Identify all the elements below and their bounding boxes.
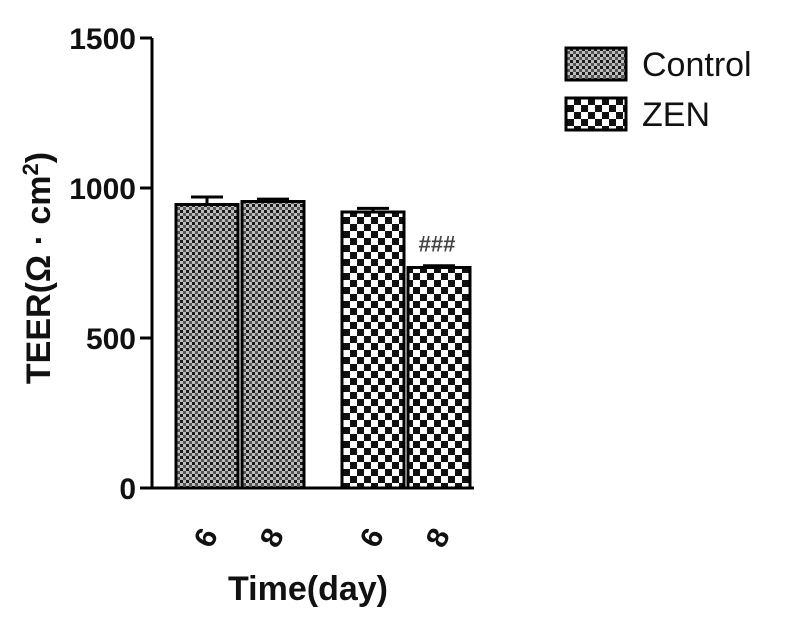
x-tick-label-control-day6: 6 — [188, 523, 225, 552]
legend-swatch-control — [564, 46, 628, 82]
significance-annotation-zen-day8: ### — [419, 232, 456, 257]
bars-layer: ### — [174, 195, 472, 490]
bar-control-day8 — [240, 200, 306, 490]
y-axis-title-superscript: 2 — [18, 163, 43, 175]
x-axis-title: Time(day) — [228, 570, 388, 608]
y-tick-label-1500: 1500 — [69, 23, 136, 56]
x-tick-label-zen-day6: 6 — [354, 523, 391, 552]
x-tick-label-zen-day8: 8 — [420, 523, 457, 552]
y-axis-title: TEER(Ω · cm2) — [18, 152, 58, 384]
bar-control-day6 — [174, 203, 240, 490]
legend: Control ZEN — [564, 46, 752, 134]
bar-zen-day8 — [406, 266, 472, 490]
y-tick-label-1000: 1000 — [69, 173, 136, 206]
y-axis-title-end: ) — [20, 152, 58, 163]
y-tick-label-500: 500 — [86, 323, 136, 356]
legend-label-control: Control — [642, 46, 752, 84]
legend-swatch-zen — [564, 96, 628, 132]
y-tick-label-0: 0 — [119, 473, 136, 506]
legend-label-zen: ZEN — [642, 96, 710, 134]
bar-zen-day6 — [340, 210, 406, 490]
y-axis-title-main: TEER(Ω · cm — [20, 175, 58, 384]
x-tick-label-control-day8: 8 — [254, 523, 291, 552]
